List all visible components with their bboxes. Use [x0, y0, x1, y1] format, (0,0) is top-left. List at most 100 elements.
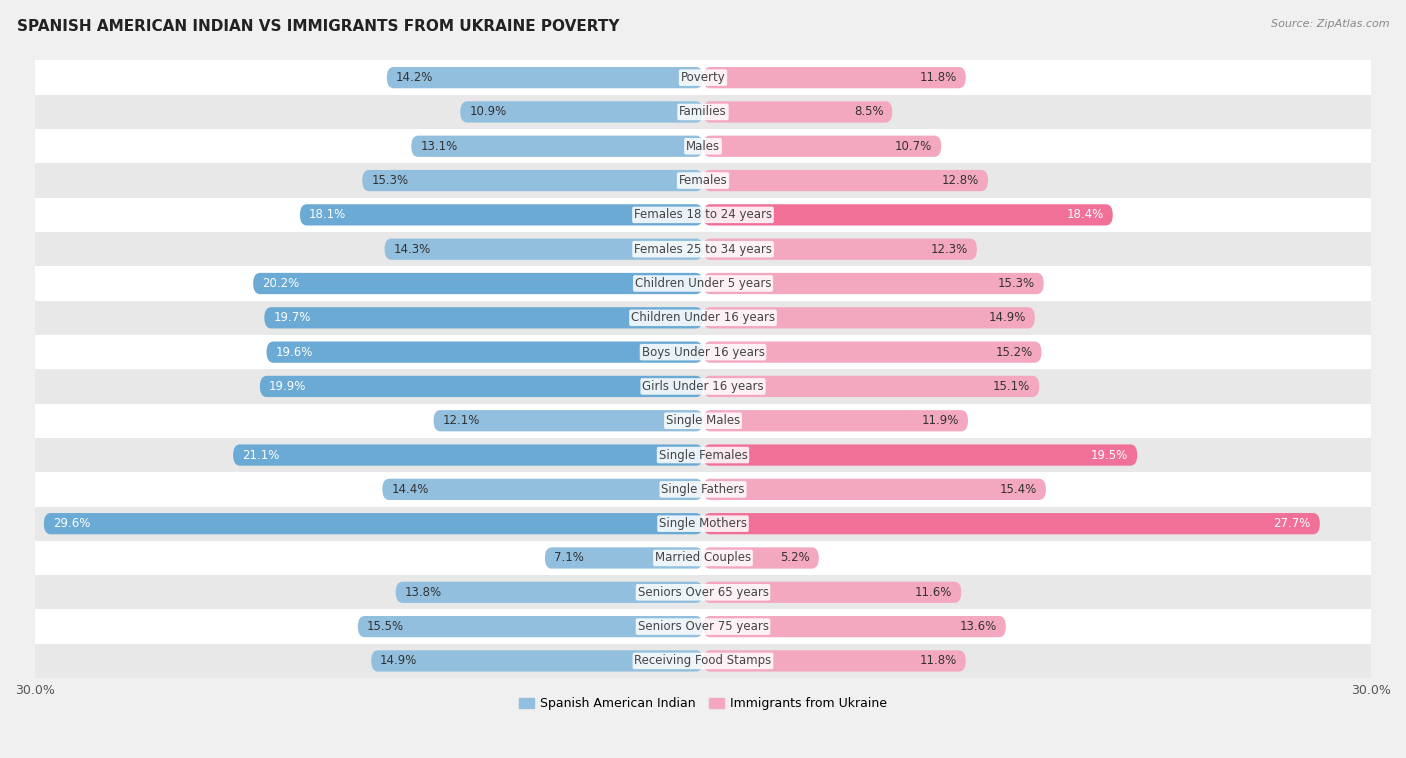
Text: 7.1%: 7.1% [554, 552, 583, 565]
Text: Children Under 5 years: Children Under 5 years [634, 277, 772, 290]
Text: Families: Families [679, 105, 727, 118]
Text: 12.1%: 12.1% [443, 414, 479, 428]
Text: Poverty: Poverty [681, 71, 725, 84]
Text: Boys Under 16 years: Boys Under 16 years [641, 346, 765, 359]
FancyBboxPatch shape [703, 444, 1137, 465]
FancyBboxPatch shape [359, 616, 703, 637]
Text: Single Females: Single Females [658, 449, 748, 462]
Text: 19.6%: 19.6% [276, 346, 312, 359]
Text: Receiving Food Stamps: Receiving Food Stamps [634, 654, 772, 667]
Text: Source: ZipAtlas.com: Source: ZipAtlas.com [1271, 19, 1389, 29]
FancyBboxPatch shape [703, 581, 962, 603]
FancyBboxPatch shape [703, 547, 818, 568]
FancyBboxPatch shape [546, 547, 703, 568]
FancyBboxPatch shape [44, 513, 703, 534]
Bar [35, 198, 1371, 232]
Text: 29.6%: 29.6% [53, 517, 90, 530]
FancyBboxPatch shape [395, 581, 703, 603]
Text: 10.7%: 10.7% [896, 139, 932, 153]
FancyBboxPatch shape [703, 616, 1005, 637]
Text: Single Mothers: Single Mothers [659, 517, 747, 530]
Text: 8.5%: 8.5% [853, 105, 883, 118]
Text: Females 25 to 34 years: Females 25 to 34 years [634, 243, 772, 255]
FancyBboxPatch shape [460, 102, 703, 123]
Bar [35, 129, 1371, 164]
Bar [35, 575, 1371, 609]
Text: 12.8%: 12.8% [942, 174, 979, 187]
Text: 12.3%: 12.3% [931, 243, 967, 255]
Text: Single Fathers: Single Fathers [661, 483, 745, 496]
Bar [35, 301, 1371, 335]
Text: 15.4%: 15.4% [1000, 483, 1038, 496]
Bar [35, 232, 1371, 266]
Bar [35, 540, 1371, 575]
Text: 18.1%: 18.1% [309, 208, 346, 221]
Text: 27.7%: 27.7% [1274, 517, 1310, 530]
FancyBboxPatch shape [299, 204, 703, 226]
Text: 13.1%: 13.1% [420, 139, 457, 153]
Text: 11.6%: 11.6% [915, 586, 952, 599]
Text: Seniors Over 75 years: Seniors Over 75 years [637, 620, 769, 633]
Bar [35, 369, 1371, 403]
Text: Children Under 16 years: Children Under 16 years [631, 312, 775, 324]
Bar [35, 164, 1371, 198]
FancyBboxPatch shape [703, 342, 1042, 363]
Text: 10.9%: 10.9% [470, 105, 506, 118]
Text: 15.1%: 15.1% [993, 380, 1031, 393]
Text: 18.4%: 18.4% [1067, 208, 1104, 221]
FancyBboxPatch shape [260, 376, 703, 397]
FancyBboxPatch shape [703, 102, 893, 123]
Text: 15.3%: 15.3% [371, 174, 408, 187]
FancyBboxPatch shape [264, 307, 703, 328]
FancyBboxPatch shape [363, 170, 703, 191]
Bar [35, 472, 1371, 506]
Text: 20.2%: 20.2% [262, 277, 299, 290]
FancyBboxPatch shape [382, 479, 703, 500]
FancyBboxPatch shape [703, 239, 977, 260]
FancyBboxPatch shape [433, 410, 703, 431]
Text: 11.8%: 11.8% [920, 71, 957, 84]
FancyBboxPatch shape [703, 410, 967, 431]
FancyBboxPatch shape [703, 307, 1035, 328]
Text: 14.9%: 14.9% [380, 654, 418, 667]
Text: Married Couples: Married Couples [655, 552, 751, 565]
Text: SPANISH AMERICAN INDIAN VS IMMIGRANTS FROM UKRAINE POVERTY: SPANISH AMERICAN INDIAN VS IMMIGRANTS FR… [17, 19, 620, 34]
FancyBboxPatch shape [703, 513, 1320, 534]
Text: 19.9%: 19.9% [269, 380, 307, 393]
Text: Females: Females [679, 174, 727, 187]
Text: 14.2%: 14.2% [395, 71, 433, 84]
Bar [35, 644, 1371, 678]
Text: Girls Under 16 years: Girls Under 16 years [643, 380, 763, 393]
FancyBboxPatch shape [703, 479, 1046, 500]
Text: 13.6%: 13.6% [960, 620, 997, 633]
Bar [35, 266, 1371, 301]
Bar [35, 609, 1371, 644]
Text: 5.2%: 5.2% [780, 552, 810, 565]
Text: 21.1%: 21.1% [242, 449, 280, 462]
Text: Males: Males [686, 139, 720, 153]
Bar [35, 403, 1371, 438]
FancyBboxPatch shape [412, 136, 703, 157]
FancyBboxPatch shape [703, 136, 941, 157]
Legend: Spanish American Indian, Immigrants from Ukraine: Spanish American Indian, Immigrants from… [515, 692, 891, 715]
Bar [35, 335, 1371, 369]
Text: 14.3%: 14.3% [394, 243, 430, 255]
FancyBboxPatch shape [703, 650, 966, 672]
Bar [35, 95, 1371, 129]
FancyBboxPatch shape [703, 67, 966, 88]
FancyBboxPatch shape [703, 204, 1112, 226]
FancyBboxPatch shape [233, 444, 703, 465]
FancyBboxPatch shape [385, 239, 703, 260]
Text: Seniors Over 65 years: Seniors Over 65 years [637, 586, 769, 599]
Text: 15.3%: 15.3% [998, 277, 1035, 290]
Text: 13.8%: 13.8% [405, 586, 441, 599]
Text: 11.8%: 11.8% [920, 654, 957, 667]
FancyBboxPatch shape [703, 170, 988, 191]
Bar [35, 506, 1371, 540]
Text: Single Males: Single Males [666, 414, 740, 428]
FancyBboxPatch shape [371, 650, 703, 672]
Text: Females 18 to 24 years: Females 18 to 24 years [634, 208, 772, 221]
Bar [35, 438, 1371, 472]
Text: 19.7%: 19.7% [273, 312, 311, 324]
Text: 14.9%: 14.9% [988, 312, 1026, 324]
